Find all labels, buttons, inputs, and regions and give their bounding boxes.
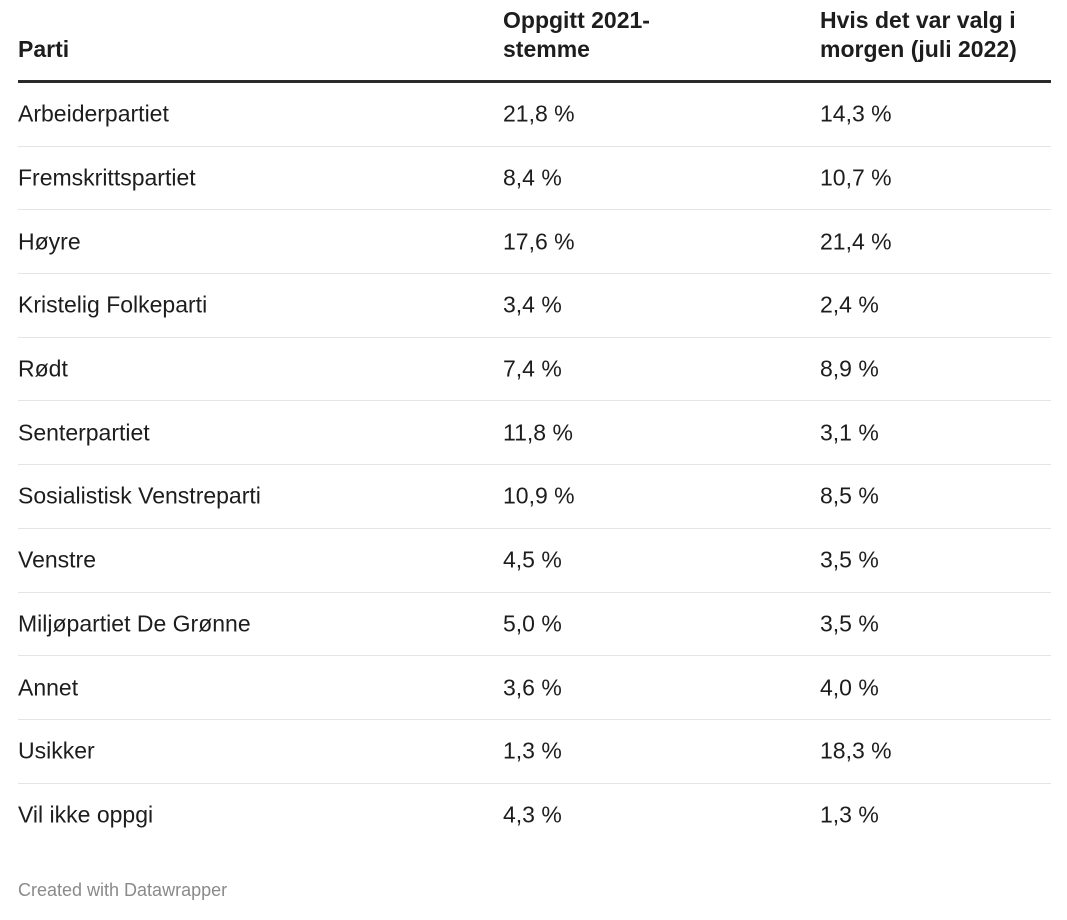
vote-tomorrow-cell: 3,5 % — [820, 610, 879, 637]
vote-tomorrow-cell: 10,7 % — [820, 164, 892, 191]
vote-2021-cell: 8,4 % — [503, 164, 562, 191]
table-row: Usikker 1,3 % 18,3 % — [18, 720, 1051, 784]
party-name-cell: Annet — [18, 674, 79, 701]
vote-tomorrow-cell: 14,3 % — [820, 100, 892, 127]
party-name-cell: Rødt — [18, 355, 68, 382]
party-name-cell: Miljøpartiet De Grønne — [18, 610, 251, 637]
vote-tomorrow-cell: 3,1 % — [820, 419, 879, 446]
table-row: Venstre 4,5 % 3,5 % — [18, 529, 1051, 593]
column-header-election-tomorrow[interactable]: Hvis det var valg i morgen (juli 2022) — [820, 7, 1017, 62]
vote-2021-cell: 17,6 % — [503, 228, 575, 255]
party-name-cell: Senterpartiet — [18, 419, 150, 446]
party-name-cell: Usikker — [18, 737, 95, 764]
table-row: Sosialistisk Venstreparti 10,9 % 8,5 % — [18, 465, 1051, 529]
vote-2021-cell: 4,5 % — [503, 546, 562, 573]
table-row: Kristelig Folkeparti 3,4 % 2,4 % — [18, 274, 1051, 338]
party-name-cell: Sosialistisk Venstreparti — [18, 482, 261, 509]
vote-2021-cell: 3,6 % — [503, 674, 562, 701]
table-row: Annet 3,6 % 4,0 % — [18, 656, 1051, 720]
vote-2021-cell: 1,3 % — [503, 737, 562, 764]
party-name-cell: Kristelig Folkeparti — [18, 291, 208, 318]
table-row: Høyre 17,6 % 21,4 % — [18, 210, 1051, 275]
table-row: Senterpartiet 11,8 % 3,1 % — [18, 401, 1051, 466]
party-name-cell: Venstre — [18, 546, 96, 573]
data-table: Parti Oppgitt 2021- stemme Hvis det var … — [18, 6, 1051, 847]
column-header-parti[interactable]: Parti — [18, 36, 70, 62]
table-row: Rødt 7,4 % 8,9 % — [18, 338, 1051, 402]
table-row: Fremskrittspartiet 8,4 % 10,7 % — [18, 147, 1051, 211]
table-row: Vil ikke oppgi 4,3 % 1,3 % — [18, 784, 1051, 848]
party-name-cell: Høyre — [18, 228, 81, 255]
vote-tomorrow-cell: 8,5 % — [820, 482, 879, 509]
vote-tomorrow-cell: 3,5 % — [820, 546, 879, 573]
party-name-cell: Arbeiderpartiet — [18, 100, 169, 127]
table-header: Parti Oppgitt 2021- stemme Hvis det var … — [18, 6, 1051, 83]
vote-tomorrow-cell: 8,9 % — [820, 355, 879, 382]
vote-tomorrow-cell: 18,3 % — [820, 737, 892, 764]
party-name-cell: Fremskrittspartiet — [18, 164, 196, 191]
table-body: Arbeiderpartiet 21,8 % 14,3 % Fremskrittspa… — [18, 83, 1051, 847]
datawrapper-credit: Created with Datawrapper — [18, 880, 228, 900]
vote-2021-cell: 11,8 % — [503, 419, 573, 446]
vote-2021-cell: 5,0 % — [503, 610, 562, 637]
vote-2021-cell: 21,8 % — [503, 100, 575, 127]
table-row: Arbeiderpartiet 21,8 % 14,3 % — [18, 83, 1051, 147]
column-header-2021-vote[interactable]: Oppgitt 2021- stemme — [503, 7, 650, 62]
table-row: Miljøpartiet De Grønne 5,0 % 3,5 % — [18, 593, 1051, 657]
vote-2021-cell: 10,9 % — [503, 482, 575, 509]
vote-2021-cell: 7,4 % — [503, 355, 562, 382]
party-name-cell: Vil ikke oppgi — [18, 801, 154, 828]
vote-tomorrow-cell: 21,4 % — [820, 228, 892, 255]
vote-2021-cell: 3,4 % — [503, 291, 562, 318]
vote-2021-cell: 4,3 % — [503, 801, 562, 828]
vote-tomorrow-cell: 2,4 % — [820, 291, 879, 318]
vote-tomorrow-cell: 4,0 % — [820, 674, 879, 701]
vote-tomorrow-cell: 1,3 % — [820, 801, 879, 828]
